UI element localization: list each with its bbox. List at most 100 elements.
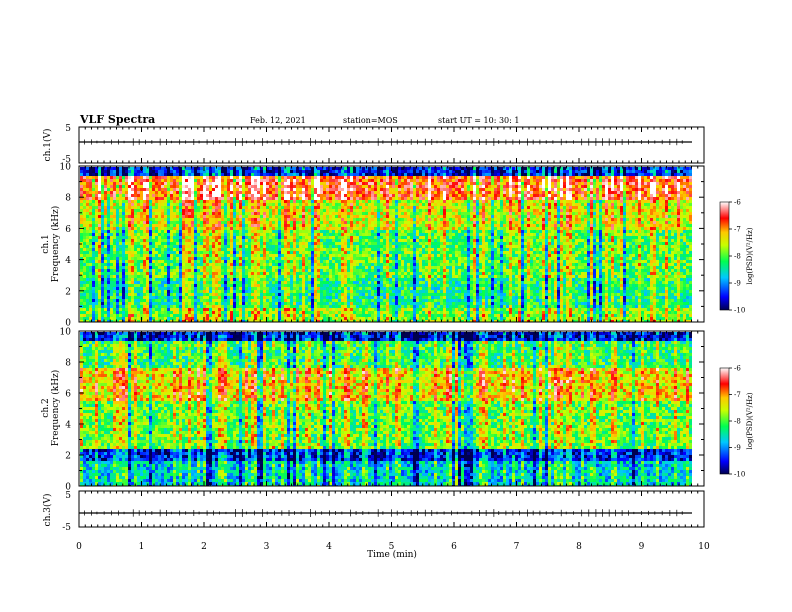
ch1-spec-cell [158,305,161,308]
ch1-spec-cell [347,305,350,308]
ch1-spec-cell [167,305,170,308]
ch1-spec-cell [344,209,347,212]
ch1-spec-cell [197,314,200,317]
ch1-spec-cell [170,299,173,302]
ch1-spec-cell [278,170,281,173]
ch1-spec-cell [323,221,326,224]
ch1-spec-cell [122,200,125,203]
ch1-spec-cell [227,227,230,230]
ch1-spec-cell [275,254,278,257]
ch1-spec-cell [332,293,335,296]
ch1-spec-cell [293,215,296,218]
ch1-spec-cell [167,275,170,278]
ch1-spec-cell [305,197,308,200]
ch1-spec-cell [119,257,122,260]
ch1-spec-cell [323,185,326,188]
ch1-spec-cell [272,281,275,284]
ch1-spec-cell [269,170,272,173]
ch1-spec-cell [281,236,284,239]
ch1-spec-cell [107,221,110,224]
ch1-spec-cell [86,170,89,173]
ch1-spec-cell [92,200,95,203]
ch1-spec-cell [158,233,161,236]
ch1-spec-cell [131,212,134,215]
ch1-spec-cell [329,293,332,296]
ch1-spec-cell [134,170,137,173]
ch1-spec-cell [311,314,314,317]
ch1-spec-cell [338,266,341,269]
ch1-spec-cell [146,182,149,185]
ch1-spec-cell [113,218,116,221]
ch1-spec-cell [131,206,134,209]
ch1-spec-cell [296,266,299,269]
ch1-spec-cell [248,194,251,197]
ch1-spec-cell [248,197,251,200]
ch1-spec-cell [290,278,293,281]
ch1-spec-cell [206,260,209,263]
ch1-spec-cell [179,185,182,188]
ch1-spec-cell [329,173,332,176]
ch1-spec-cell [119,227,122,230]
ch1-spec-cell [266,314,269,317]
ch1-spec-cell [266,176,269,179]
ch1-spec-cell [209,209,212,212]
ch1-spec-cell [251,272,254,275]
ch1-spec-cell [206,215,209,218]
ch1-spec-cell [335,260,338,263]
ch1-spec-cell [212,248,215,251]
ch1-spec-cell [335,212,338,215]
ch1-spec-cell [242,266,245,269]
ch1-spec-cell [278,296,281,299]
ch1-spec-cell [254,227,257,230]
ch1-spec-cell [170,185,173,188]
ch1-spec-cell [344,305,347,308]
ch1-spec-cell [167,236,170,239]
ch1-spec-cell [290,182,293,185]
ch1-spec-cell [296,185,299,188]
ch1-spec-cell [278,233,281,236]
ch1-spec-cell [263,167,266,170]
ch1-spec-cell [212,311,215,314]
ch1-spec-cell [263,191,266,194]
ch1-spec-cell [140,263,143,266]
ch1-spec-cell [269,299,272,302]
ch1-spec-cell [125,194,128,197]
ch1-spec-cell [293,200,296,203]
ch1-spec-cell [182,233,185,236]
ch1-spec-cell [212,317,215,320]
ch1-spec-cell [149,275,152,278]
ch1-spec-cell [137,257,140,260]
ch1-spec-cell [293,209,296,212]
ch1-spec-cell [272,302,275,305]
ch1-spec-cell [293,173,296,176]
ch1-spec-cell [323,176,326,179]
ch1-spec-cell [335,290,338,293]
ch1-spec-cell [233,269,236,272]
ch1-spec-cell [206,239,209,242]
ch1-spec-cell [338,209,341,212]
ch1-spec-cell [215,290,218,293]
ch1-spec-cell [284,275,287,278]
ch1-spec-cell [320,209,323,212]
ch1-spec-cell [149,290,152,293]
ch1-spec-cell [269,257,272,260]
ch1-spec-cell [119,272,122,275]
ch1-spec-cell [158,206,161,209]
ch1-spec-cell [281,221,284,224]
ch1-spec-cell [122,245,125,248]
ch1-spec-cell [161,170,164,173]
ch1-spec-cell [272,287,275,290]
ch1-spec-cell [182,245,185,248]
ch1-spec-cell [230,266,233,269]
ch1-spec-cell [194,293,197,296]
ch1-spec-cell [335,314,338,317]
ch1-spec-cell [260,287,263,290]
ch1-spec-cell [239,236,242,239]
ch1-spec-cell [137,317,140,320]
ch1-spec-cell [161,179,164,182]
ch1-spec-cell [317,290,320,293]
ch1-spec-cell [92,239,95,242]
ch1-spec-cell [164,227,167,230]
ch1-spec-cell [308,245,311,248]
ch1-spec-cell [170,242,173,245]
